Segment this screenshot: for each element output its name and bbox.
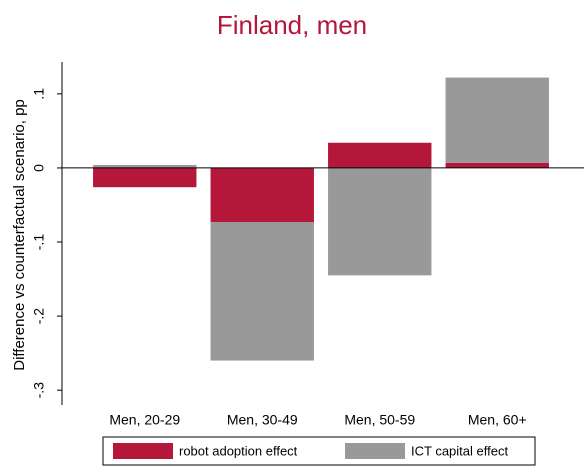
bar — [328, 167, 432, 276]
legend-label: ICT capital effect — [411, 443, 508, 458]
bar — [93, 164, 197, 168]
bar — [328, 142, 432, 168]
bar — [445, 77, 549, 163]
x-tick-label: Men, 20-29 — [109, 412, 180, 428]
legend-swatch — [113, 443, 173, 459]
bar — [93, 167, 197, 188]
x-tick-label: Men, 50-59 — [344, 412, 415, 428]
legend-box — [102, 436, 536, 466]
y-tick-label: -.3 — [31, 382, 47, 399]
y-axis-title: Difference vs counterfactual scenario, p… — [11, 99, 28, 371]
y-tick-label: 0 — [31, 164, 47, 172]
y-tick-label: -.2 — [31, 308, 47, 325]
chart-title: Finland, men — [217, 10, 367, 40]
x-tick-label: Men, 60+ — [468, 412, 527, 428]
y-tick-label: -.1 — [31, 234, 47, 251]
bar — [210, 167, 314, 223]
x-tick-label: Men, 30-49 — [227, 412, 298, 428]
bar — [210, 222, 314, 361]
bar — [445, 162, 549, 168]
y-tick-label: .1 — [31, 88, 47, 100]
legend-swatch — [345, 443, 405, 459]
legend-label: robot adoption effect — [179, 443, 298, 458]
